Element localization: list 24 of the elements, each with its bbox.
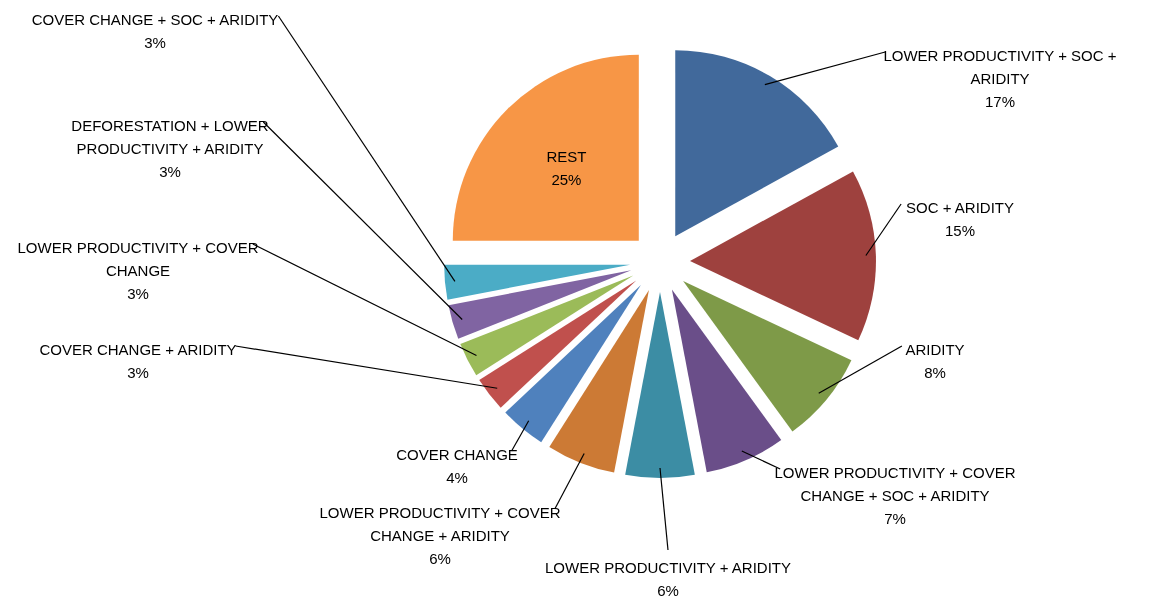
data-label: 3% — [127, 284, 149, 302]
data-label: 8% — [924, 363, 946, 381]
slice-label: LOWER PRODUCTIVITY + COVER CHANGE — [17, 238, 259, 279]
data-label: 15% — [944, 221, 976, 239]
data-label: 3% — [144, 33, 166, 51]
slice-label: COVER CHANGE + SOC + ARIDITY — [31, 10, 279, 28]
slice-label: LOWER PRODUCTIVITY + ARIDITY — [544, 558, 792, 576]
slice-label: LOWER PRODUCTIVITY + SOC + ARIDITY — [883, 46, 1117, 87]
data-label: 4% — [446, 468, 468, 486]
data-label: 7% — [884, 509, 906, 527]
slice-label: COVER CHANGE — [396, 445, 518, 463]
data-label: 3% — [159, 162, 181, 180]
data-label: 6% — [657, 581, 679, 596]
slice-label: REST — [546, 148, 587, 166]
slice-label: LOWER PRODUCTIVITY + COVER CHANGE + SOC + ARIDITY — [774, 463, 1016, 504]
slice-label: COVER CHANGE + ARIDITY — [39, 340, 237, 358]
data-label: 6% — [429, 549, 451, 567]
data-label: 17% — [984, 92, 1016, 110]
data-label: 25% — [551, 171, 582, 189]
slice-label: DEFORESTATION + LOWER PRODUCTIVITY + ARIDITY — [71, 116, 269, 157]
slice-label: SOC + ARIDITY — [906, 198, 1014, 216]
slice-label: LOWER PRODUCTIVITY + COVER CHANGE + ARIDITY — [319, 503, 561, 544]
slice-label: ARIDITY — [905, 340, 965, 358]
data-label: 3% — [127, 363, 149, 381]
